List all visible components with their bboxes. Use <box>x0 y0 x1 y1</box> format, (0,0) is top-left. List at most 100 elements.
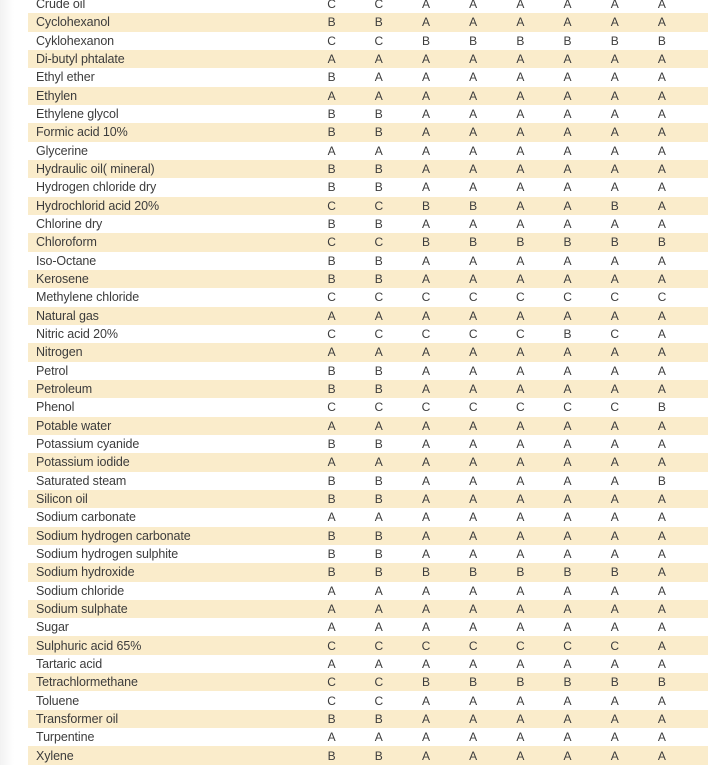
rating-cell: A <box>563 620 572 635</box>
rating-cell: A <box>657 565 666 580</box>
table-row: Petroleum B B A A A A A A <box>28 379 708 399</box>
rating-cell: B <box>374 15 383 30</box>
table-row: Natural gas A A A A A A A A <box>28 306 708 325</box>
rating-cell: C <box>610 327 620 342</box>
rating-cell: A <box>610 437 619 452</box>
rating-cell: A <box>563 308 572 323</box>
rating-cell: A <box>421 253 430 268</box>
rating-cell: A <box>469 70 478 85</box>
rating-cell: A <box>421 473 430 488</box>
rating-cell: A <box>657 730 666 745</box>
rating-cell: A <box>563 547 572 561</box>
rating-cell: A <box>657 620 666 635</box>
rating-cell: C <box>327 638 336 653</box>
rating-cell: B <box>469 675 478 690</box>
rating-cell: A <box>563 382 572 397</box>
rating-cell: A <box>657 180 666 195</box>
rating-cell: A <box>516 162 525 177</box>
rating-cell: C <box>563 290 572 305</box>
rating-cell: A <box>516 0 525 12</box>
chemical-name: Cyclohexanol <box>36 15 110 30</box>
rating-cell: A <box>610 583 619 598</box>
table-row: Potassium cyanide B B A A A A A A <box>28 435 708 453</box>
rating-cell: A <box>516 107 525 122</box>
rating-cell: A <box>469 693 478 708</box>
rating-cell: A <box>327 455 336 470</box>
rating-cell: A <box>516 70 525 85</box>
rating-cell: B <box>657 473 666 488</box>
rating-cell: A <box>563 70 572 85</box>
rating-cell: A <box>610 217 619 232</box>
rating-cell: A <box>657 547 666 561</box>
rating-cell: B <box>327 70 336 85</box>
rating-cell: B <box>327 547 336 561</box>
chemical-name: Potable water <box>36 418 112 433</box>
rating-cell: A <box>657 70 666 85</box>
rating-cell: B <box>610 198 619 213</box>
rating-cell: A <box>563 473 572 488</box>
rating-cell: A <box>610 272 619 287</box>
rating-cell: A <box>469 143 478 158</box>
rating-cell: A <box>421 455 430 470</box>
rating-cell: C <box>516 327 525 342</box>
chemical-name: Sulphuric acid 65% <box>36 638 142 653</box>
rating-cell: B <box>610 33 619 48</box>
rating-cell: A <box>563 455 572 470</box>
rating-cell: A <box>469 528 478 543</box>
rating-cell: A <box>516 253 525 268</box>
rating-cell: B <box>421 235 430 250</box>
table-row: Sugar A A A A A A A A <box>28 618 708 636</box>
rating-cell: A <box>421 180 430 195</box>
rating-cell: A <box>563 125 572 140</box>
rating-cell: A <box>657 327 666 342</box>
rating-cell: C <box>421 400 431 415</box>
rating-cell: B <box>374 565 383 580</box>
rating-cell: B <box>421 675 430 690</box>
rating-cell: A <box>657 345 666 360</box>
chemical-name: Turpentine <box>36 730 95 745</box>
table-row: Crude oil C C A A A A A A <box>28 0 708 13</box>
rating-cell: A <box>421 107 430 122</box>
rating-cell: A <box>516 437 525 452</box>
rating-cell: C <box>610 638 620 653</box>
rating-cell: A <box>610 107 619 122</box>
chemical-name: Sodium hydrogen sulphite <box>36 547 179 561</box>
rating-cell: A <box>516 308 525 323</box>
rating-cell: A <box>516 363 525 378</box>
rating-cell: B <box>327 528 336 543</box>
rating-cell: A <box>516 711 525 726</box>
chemical-name: Saturated steam <box>36 473 127 488</box>
rating-cell: A <box>516 748 525 763</box>
rating-cell: A <box>421 15 430 30</box>
rating-cell: C <box>374 638 384 653</box>
rating-cell: A <box>563 345 572 360</box>
rating-cell: A <box>516 583 525 598</box>
rating-cell: B <box>610 565 619 580</box>
rating-cell: C <box>468 290 478 305</box>
rating-cell: A <box>516 656 525 671</box>
chemical-name: Sodium hydrogen carbonate <box>36 528 191 543</box>
rating-cell: A <box>657 363 666 378</box>
rating-cell: B <box>469 235 478 250</box>
chemical-name: Transformer oil <box>36 711 119 726</box>
rating-cell: C <box>327 400 336 415</box>
rating-cell: A <box>516 143 525 158</box>
rating-cell: A <box>516 601 525 616</box>
rating-cell: B <box>374 382 383 397</box>
rating-cell: A <box>374 455 383 470</box>
rating-cell: A <box>657 52 666 67</box>
rating-cell: A <box>610 0 619 12</box>
rating-cell: A <box>374 583 383 598</box>
rating-cell: A <box>563 601 572 616</box>
rating-cell: C <box>421 638 431 653</box>
table-row: Turpentine A A A A A A A A <box>28 728 708 746</box>
rating-cell: C <box>327 33 336 48</box>
rating-cell: A <box>469 437 478 452</box>
rating-cell: A <box>563 583 572 598</box>
rating-cell: A <box>516 510 525 525</box>
rating-cell: A <box>563 748 572 763</box>
table-row: Tartaric acid A A A A A A A A <box>28 655 708 673</box>
rating-cell: A <box>657 418 666 433</box>
chemical-name: Cyklohexanon <box>36 33 115 48</box>
rating-cell: A <box>563 0 572 12</box>
